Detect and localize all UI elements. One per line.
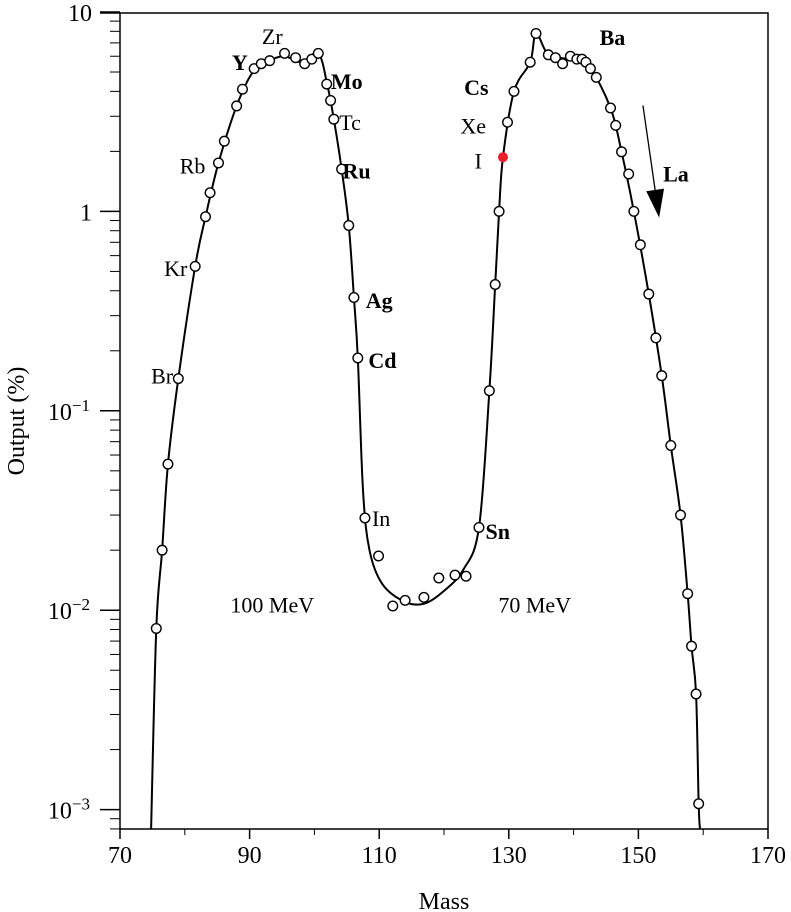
x-tick-label: 130 bbox=[491, 843, 527, 869]
annotation-label: Br bbox=[151, 364, 174, 389]
data-point bbox=[650, 332, 662, 344]
plot-frame bbox=[119, 12, 769, 830]
data-point bbox=[656, 370, 668, 382]
points-layer bbox=[150, 28, 705, 810]
annotation-label: I bbox=[475, 148, 482, 173]
annotation-label: Ag bbox=[366, 288, 393, 313]
annotation-label: Kr bbox=[164, 256, 188, 281]
data-point bbox=[634, 239, 646, 251]
data-point bbox=[584, 63, 596, 75]
data-point bbox=[348, 292, 360, 304]
annotation-label: Tc bbox=[339, 110, 361, 135]
y-tick-label: 10−1 bbox=[48, 396, 90, 426]
annotation-label: La bbox=[663, 161, 689, 186]
y-tick-label: 10−2 bbox=[48, 595, 90, 625]
data-point bbox=[489, 278, 501, 290]
data-point bbox=[399, 594, 411, 606]
data-point bbox=[418, 591, 430, 603]
data-point bbox=[623, 168, 635, 180]
axes: 10 1 10−1 10−2 10−3 70 90 110 130 150 170 bbox=[48, 1, 786, 869]
data-point bbox=[162, 458, 174, 470]
data-point bbox=[236, 83, 248, 95]
annotation-label: Cs bbox=[464, 75, 489, 100]
annotation-label: 70 MeV bbox=[498, 592, 571, 617]
annotation-label: Xe bbox=[460, 113, 486, 138]
data-point bbox=[387, 600, 399, 612]
y-tick-label: 10 bbox=[68, 1, 92, 27]
x-tick-label: 170 bbox=[750, 843, 786, 869]
data-point bbox=[530, 28, 542, 40]
data-point bbox=[502, 116, 514, 128]
data-point bbox=[665, 439, 677, 451]
data-point bbox=[682, 588, 694, 600]
x-tick-label: 150 bbox=[620, 843, 656, 869]
x-axis-label: Mass bbox=[419, 889, 470, 912]
annotation-label: 100 MeV bbox=[230, 592, 314, 617]
annotation-label: Ba bbox=[600, 25, 626, 50]
data-point bbox=[325, 94, 337, 106]
data-point bbox=[524, 56, 536, 68]
data-point bbox=[493, 205, 505, 217]
data-point bbox=[352, 352, 364, 364]
annotation-label: Mo bbox=[331, 69, 363, 94]
data-point bbox=[690, 688, 702, 700]
data-point bbox=[549, 52, 561, 64]
data-point bbox=[643, 288, 655, 300]
data-point bbox=[686, 640, 698, 652]
x-tick-label: 90 bbox=[238, 843, 262, 869]
data-point bbox=[218, 135, 230, 147]
data-point bbox=[460, 570, 472, 582]
data-point bbox=[473, 521, 485, 533]
data-point bbox=[156, 544, 168, 556]
x-tick-label: 110 bbox=[362, 843, 397, 869]
annotation-label: Y bbox=[232, 50, 248, 75]
data-point bbox=[189, 260, 201, 272]
data-point bbox=[449, 569, 461, 581]
data-point bbox=[231, 100, 243, 112]
data-point bbox=[628, 205, 640, 217]
arrow-shaft bbox=[642, 105, 656, 191]
data-point bbox=[508, 85, 520, 97]
data-point bbox=[557, 58, 569, 70]
data-point bbox=[328, 113, 340, 125]
data-point bbox=[290, 52, 302, 64]
data-point bbox=[693, 798, 705, 810]
data-point-iodine bbox=[497, 152, 508, 163]
annotations-layer: Zr Y Mo Tc Ru Rb Kr Ag Cd Br In Sn 100 MeV 70 MeV Cs Xe… bbox=[151, 24, 689, 618]
annotation-label: Ru bbox=[342, 159, 370, 184]
annotation-label: Cd bbox=[368, 348, 396, 373]
x-tick-label: 70 bbox=[108, 843, 132, 869]
data-point bbox=[279, 47, 291, 59]
data-point bbox=[204, 187, 216, 199]
y-tick-label: 1 bbox=[80, 200, 92, 226]
annotation-label: Rb bbox=[180, 153, 206, 178]
data-point bbox=[172, 373, 184, 385]
data-point bbox=[264, 55, 276, 67]
data-point bbox=[336, 163, 348, 175]
data-point bbox=[605, 102, 617, 114]
data-point bbox=[212, 157, 224, 169]
data-point bbox=[373, 550, 385, 562]
data-point bbox=[675, 509, 687, 521]
y-axis-label: Output (%) bbox=[4, 367, 30, 476]
data-point bbox=[433, 572, 445, 584]
y-tick-label: 10−3 bbox=[48, 795, 90, 825]
annotation-label: Zr bbox=[262, 24, 283, 49]
data-point bbox=[321, 78, 333, 90]
data-point bbox=[483, 385, 495, 397]
arrow-head-icon bbox=[646, 188, 665, 218]
data-point bbox=[343, 219, 355, 231]
data-point bbox=[312, 47, 324, 59]
data-point bbox=[610, 119, 622, 131]
data-point bbox=[616, 146, 628, 158]
annotation-label: Sn bbox=[486, 519, 510, 544]
annotation-label: In bbox=[372, 506, 390, 531]
data-point bbox=[359, 512, 371, 524]
data-point bbox=[200, 211, 212, 223]
data-point bbox=[150, 622, 162, 634]
data-point bbox=[590, 71, 602, 83]
